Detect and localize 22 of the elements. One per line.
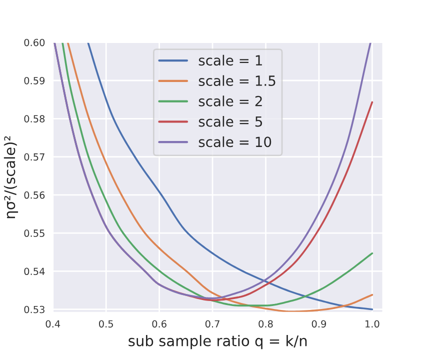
y-tick-label: 0.53 xyxy=(24,306,44,314)
legend-label: scale = 2 xyxy=(198,96,262,106)
legend-label: scale = 5 xyxy=(198,116,262,127)
x-tick-label: 0.9 xyxy=(312,320,326,328)
y-axis-title: ησ²/(scale)² xyxy=(4,136,18,218)
legend-label: scale = 1.5 xyxy=(198,75,276,86)
y-tick-label: 0.55 xyxy=(24,230,44,237)
y-tick-label: 0.59 xyxy=(24,76,45,84)
y-tick-label: 0.56 xyxy=(24,191,45,199)
x-tick-label: 0.7 xyxy=(205,320,220,328)
y-tick-label: 0.54 xyxy=(24,268,45,276)
x-tick-label: 1.0 xyxy=(366,320,380,328)
y-tick-label: 0.60 xyxy=(24,38,45,46)
y-tick-label: 0.57 xyxy=(24,153,44,161)
legend-label: scale = 1 xyxy=(198,54,262,66)
legend-label: scale = 10 xyxy=(198,136,272,148)
x-axis-title: sub sample ratio q = k/n xyxy=(128,335,307,350)
x-tick-label: 0.6 xyxy=(152,320,166,328)
y-tick-label: 0.58 xyxy=(24,115,45,122)
x-tick-label: 0.5 xyxy=(99,320,113,328)
x-tick-label: 0.4 xyxy=(46,320,60,328)
x-tick-label: 0.8 xyxy=(258,320,273,328)
